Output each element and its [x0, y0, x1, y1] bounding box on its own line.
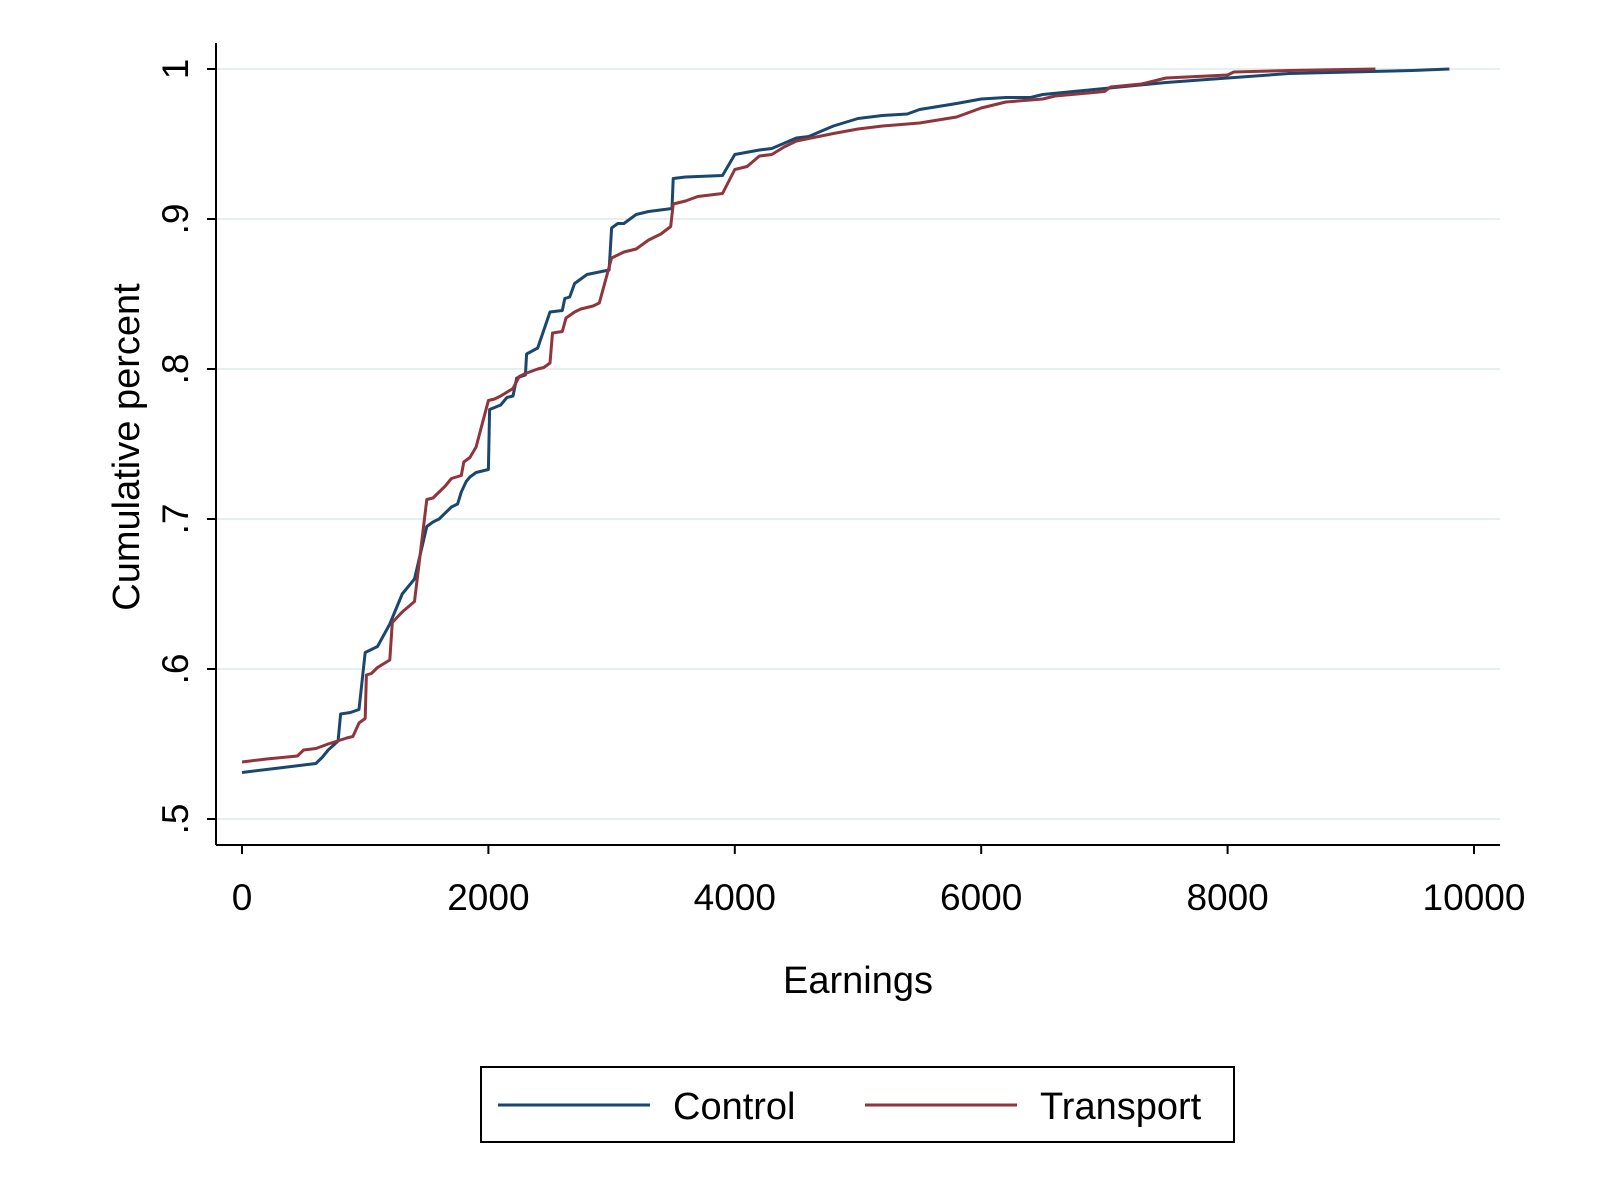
- y-tick-label-0: .5: [155, 804, 196, 835]
- series-line-control: [241, 67, 1450, 774]
- legend-label-control: Control: [673, 1086, 796, 1128]
- x-tick-label-2: 4000: [694, 877, 776, 918]
- x-tick-label-3: 6000: [940, 877, 1022, 918]
- x-tick-label-4: 8000: [1186, 877, 1268, 918]
- y-tick-label-4: .9: [155, 204, 196, 235]
- y-tick-label-2: .7: [155, 504, 196, 535]
- grid-lines: [216, 68, 1500, 820]
- y-tick-label-3: .8: [155, 354, 196, 385]
- x-tick-label-1: 2000: [447, 877, 529, 918]
- x-axis-title: Earnings: [783, 960, 933, 1002]
- y-axis-title: Cumulative percent: [106, 283, 148, 611]
- x-tick-label-0: 0: [232, 877, 253, 918]
- tick-labels: .5 .6 .7 .8 .9 1 0 2000 4000 6000 8000 10000: [155, 59, 1525, 918]
- series-lines: [241, 67, 1450, 774]
- y-tick-label-5: 1: [155, 59, 196, 80]
- series-line-transport: [241, 67, 1376, 764]
- legend: Control Transport: [480, 1066, 1235, 1143]
- y-tick-label-1: .6: [155, 654, 196, 685]
- x-tick-label-5: 10000: [1423, 877, 1526, 918]
- axes: [207, 43, 1500, 854]
- legend-label-transport: Transport: [1040, 1086, 1202, 1128]
